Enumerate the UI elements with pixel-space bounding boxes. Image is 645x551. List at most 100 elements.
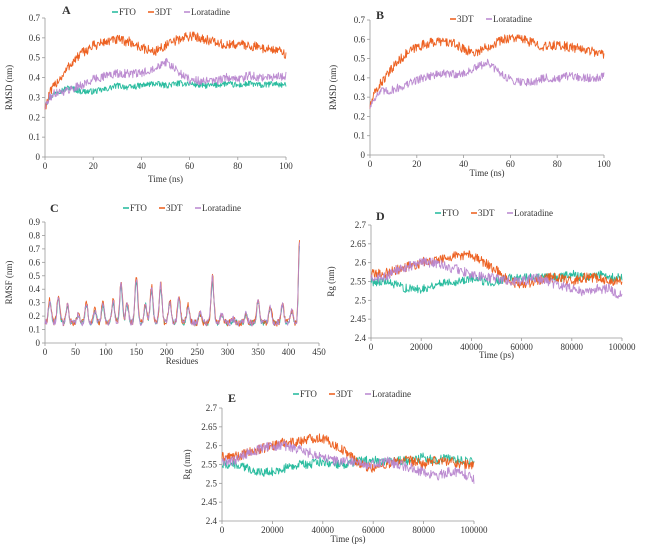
y-tick-label: 0.8	[29, 230, 41, 240]
y-tick-label: 2.55	[201, 460, 217, 470]
y-tick-label: 0	[361, 150, 366, 160]
x-tick-label: 200	[160, 347, 174, 357]
series-line-loratadine	[221, 440, 475, 484]
legend-label: Loratadine	[514, 208, 553, 218]
x-tick-label: 60	[506, 159, 516, 169]
panel-letter: C	[50, 201, 59, 215]
y-tick-label: 0.5	[354, 54, 366, 64]
x-tick-label: 60000	[362, 525, 385, 535]
y-tick-label: 0.7	[29, 13, 41, 23]
x-tick-label: 150	[130, 347, 144, 357]
x-tick-label: 40	[137, 161, 147, 171]
series-line-loratadine	[44, 242, 300, 327]
y-tick-label: 0	[36, 338, 41, 348]
legend-label: FTO	[119, 7, 136, 17]
x-tick-label: 0	[220, 525, 225, 535]
series-line-loratadine	[370, 257, 623, 299]
x-tick-label: 20000	[261, 525, 284, 535]
legend-label: Loratadine	[191, 7, 230, 17]
y-tick-label: 2.6	[206, 441, 218, 451]
y-tick-label: 0.3	[354, 92, 366, 102]
y-axis-label: RMSD (nm)	[4, 65, 14, 110]
x-tick-label: 100	[597, 159, 611, 169]
panel-d: 0 20000 40000 60000 80000 100000 2.4 2.45 2.5 2.5…	[326, 208, 636, 360]
x-tick-label: 0	[43, 161, 48, 171]
x-tick-label: 50	[71, 347, 81, 357]
y-tick-label: 0.1	[354, 131, 365, 141]
series-line-fto	[44, 80, 287, 108]
panel-b: 0 20 40 60 80 100 0 0.1 0.2 0.3 0.4 0.5 0.6 0.7 Time (…	[328, 8, 611, 178]
panel-c: 0 50 100 150 200 250 300 350 400 450 0 0.1 0.2 0.3 0.4…	[4, 201, 326, 366]
y-tick-label: 2.45	[350, 314, 366, 324]
panel-letter: A	[62, 3, 71, 17]
x-tick-label: 80000	[561, 342, 584, 352]
y-tick-label: 0.2	[29, 311, 40, 321]
y-tick-label: 0.7	[29, 244, 41, 254]
x-tick-label: 20	[412, 159, 422, 169]
series-line-loratadine	[44, 57, 287, 110]
legend-label: 3DT	[336, 389, 353, 399]
panel-a: 0 20 40 60 80 100 0 0.1 0.2 0.3 0.4 0.5 0.6 0.7 Time (…	[4, 3, 293, 184]
legend-label: 3DT	[166, 203, 183, 213]
panel-letter: B	[376, 8, 384, 22]
y-tick-label: 0.4	[29, 284, 41, 294]
x-tick-label: 100	[279, 161, 293, 171]
y-tick-label: 0.4	[354, 73, 366, 83]
x-tick-label: 60000	[510, 342, 533, 352]
y-tick-label: 2.65	[350, 239, 366, 249]
y-tick-label: 2.7	[355, 220, 367, 230]
y-tick-label: 2.7	[206, 403, 218, 413]
x-axis-label: Time (ps)	[479, 350, 514, 360]
x-axis-label: Time (ps)	[331, 534, 366, 544]
panel-letter: E	[228, 391, 236, 405]
x-axis-label: Time (ns)	[470, 168, 505, 178]
legend-label: Loratadine	[372, 389, 411, 399]
x-tick-label: 400	[282, 347, 296, 357]
y-tick-label: 2.5	[206, 478, 218, 488]
legend-label: 3DT	[457, 14, 474, 24]
legend-label: 3DT	[478, 208, 495, 218]
y-tick-label: 2.65	[201, 422, 217, 432]
series-line-loratadine	[369, 58, 605, 109]
y-tick-label: 2.5	[355, 295, 367, 305]
x-tick-label: 450	[312, 347, 326, 357]
x-tick-label: 100000	[461, 525, 489, 535]
y-tick-label: 2.45	[201, 497, 217, 507]
y-tick-label: 0.2	[354, 111, 365, 121]
y-tick-label: 0.6	[29, 257, 41, 267]
x-tick-label: 60	[185, 161, 195, 171]
y-tick-label: 0.3	[29, 298, 41, 308]
series-line-fto	[221, 452, 475, 477]
y-tick-label: 0.5	[29, 271, 41, 281]
legend-label: Loratadine	[202, 203, 241, 213]
x-tick-label: 250	[190, 347, 204, 357]
x-tick-label: 40000	[312, 525, 335, 535]
y-tick-label: 0.1	[29, 132, 40, 142]
x-tick-label: 0	[369, 342, 374, 352]
x-tick-label: 20000	[410, 342, 433, 352]
y-tick-label: 0.5	[29, 53, 41, 63]
y-tick-label: 0.2	[29, 112, 40, 122]
y-tick-label: 0.1	[29, 325, 40, 335]
series-line-3dt	[369, 34, 605, 109]
legend-label: FTO	[130, 203, 147, 213]
y-tick-label: 0.6	[354, 34, 366, 44]
y-axis-label: Rg (nm)	[326, 266, 336, 296]
x-tick-label: 80000	[412, 525, 435, 535]
x-tick-label: 100000	[609, 342, 637, 352]
y-tick-label: 2.4	[206, 516, 218, 526]
legend-label: Loratadine	[493, 14, 532, 24]
panel-e: 0 20000 40000 60000 80000 100000 2.4 2.45 2.5 2.5…	[182, 389, 488, 544]
series-line-3dt	[44, 240, 300, 327]
x-tick-label: 40000	[460, 342, 483, 352]
y-tick-label: 2.6	[355, 258, 367, 268]
x-tick-label: 100	[99, 347, 113, 357]
y-tick-label: 0.3	[29, 92, 41, 102]
y-tick-label: 2.55	[350, 277, 366, 287]
x-axis-label: Time (ns)	[148, 174, 183, 184]
panel-letter: D	[376, 209, 385, 223]
x-tick-label: 20	[89, 161, 99, 171]
legend-label: FTO	[300, 389, 317, 399]
x-tick-label: 0	[368, 159, 373, 169]
